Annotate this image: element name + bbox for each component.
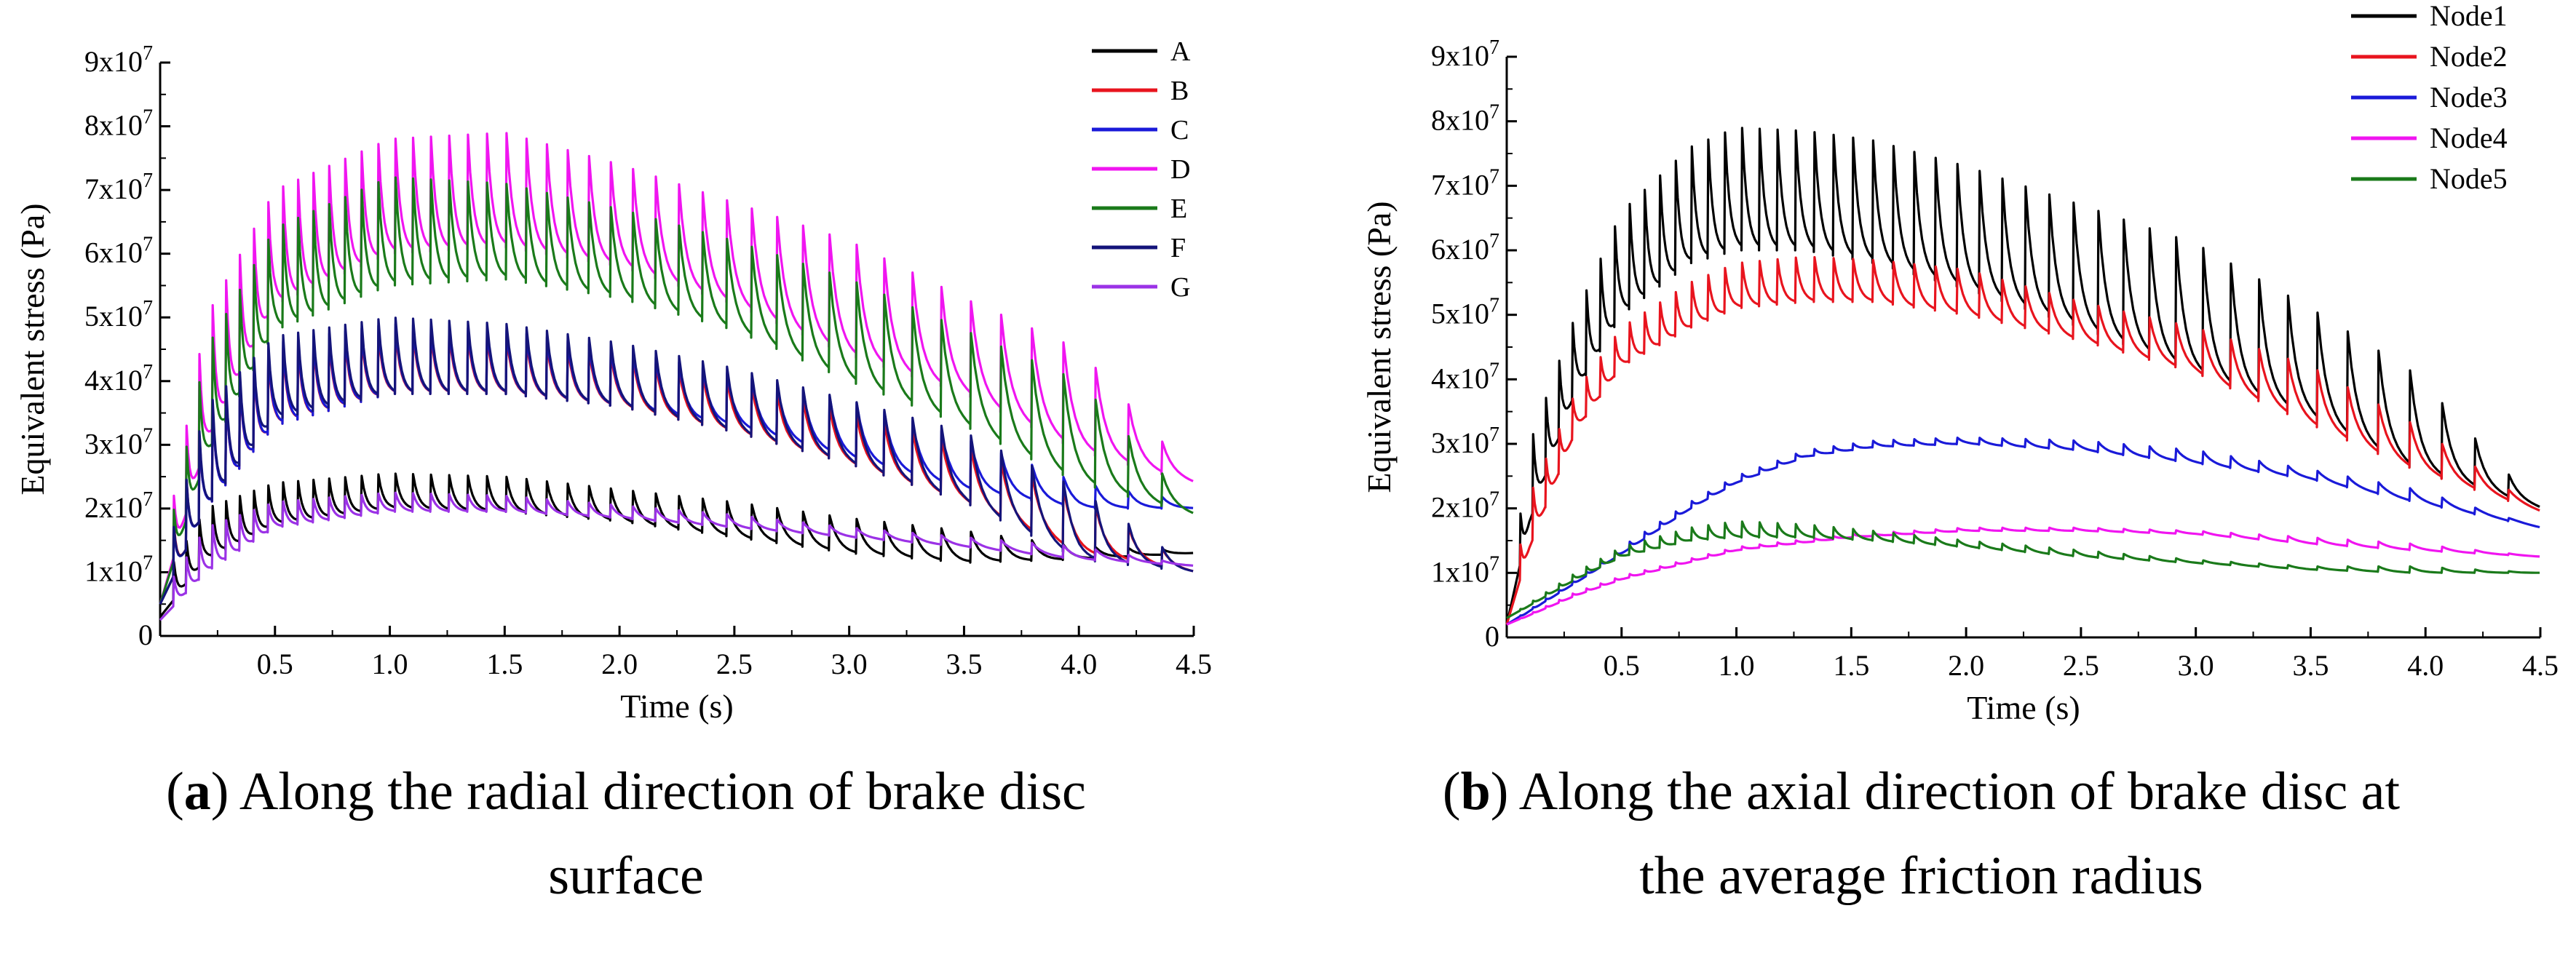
y-tick-label: 6x107 [84,234,153,269]
legend-label-b: B [1170,76,1189,106]
legend-label-e: E [1170,194,1187,224]
series-line-node1 [1505,127,2540,625]
series-line-node2 [1505,255,2540,625]
x-axis-label: Time (s) [1967,689,2080,726]
caption-a: (a) Along the radial direction of brake … [0,749,1252,918]
y-tick-label: 4x107 [1431,359,1499,394]
y-tick-label: 8x107 [84,106,153,142]
y-tick-label: 9x107 [84,42,153,78]
legend-label-node5: Node5 [2430,162,2508,195]
y-tick-label: 6x107 [1431,230,1499,266]
legend-label-a: A [1170,36,1191,67]
caption-a-line1: Along the radial direction of brake disc [239,762,1086,821]
y-tick-label: 1x107 [1431,552,1499,588]
y-tick-label: 7x107 [84,170,153,205]
x-tick-label: 0.5 [257,648,293,680]
panel-a: 0 1x107 2x107 3x107 4x107 5x107 6x107 7x107 8x10… [0,0,1252,959]
x-tick-label: 2.0 [1948,649,1984,682]
caption-b-letter: b [1460,762,1491,821]
x-tick-label: 2.0 [601,648,638,680]
caption-b-line2: the average friction radius [1639,846,2203,906]
caption-a-line2: surface [548,846,704,906]
y-tick-label: 5x107 [84,297,153,333]
x-tick-label: 4.0 [1061,648,1097,680]
legend-label-c: C [1170,115,1189,146]
y-tick-label: 0 [1485,620,1499,653]
y-tick-label: 9x107 [1431,36,1499,72]
chart-a: 0 1x107 2x107 3x107 4x107 5x107 6x107 7x107 8x10… [14,36,1212,725]
y-tick-label: 2x107 [1431,488,1499,524]
x-tick-label: 3.0 [2178,649,2214,682]
legend-label-f: F [1170,233,1186,263]
series-line-e [159,176,1194,605]
legend-label-node1: Node1 [2430,0,2508,32]
x-tick-label: 3.5 [946,648,982,680]
y-tick-label: 4x107 [84,361,153,397]
x-tick-label: 4.5 [2522,649,2559,682]
x-tick-label: 4.5 [1176,648,1212,680]
y-tick-label: 1x107 [84,552,153,587]
series-line-node3 [1506,437,2540,626]
x-tick-label: 2.5 [2063,649,2099,682]
legend-label-node4: Node4 [2430,122,2508,154]
y-axis-label: Equivalent stress (Pa) [1360,201,1398,493]
legend-label-node2: Node2 [2430,40,2508,73]
series-line-g [159,491,1194,621]
y-tick-label: 2x107 [84,488,153,524]
caption-b-line1: Along the axial direction of brake disc … [1518,762,2401,821]
y-tick-label: 0 [138,618,153,651]
series-line-f [159,317,1194,605]
legend-label-node3: Node3 [2430,81,2508,114]
chart-b: 0 1x107 2x107 3x107 4x107 5x107 6x107 7x107 8x10… [1360,0,2559,726]
x-tick-label: 1.0 [1719,649,1755,682]
y-tick-label: 8x107 [1431,101,1499,137]
x-axis-label: Time (s) [620,688,734,725]
x-tick-label: 2.5 [716,648,753,680]
x-tick-label: 3.5 [2292,649,2329,682]
series-line-c [159,322,1194,605]
x-tick-label: 3.0 [831,648,868,680]
caption-b: (b) Along the axial direction of brake d… [1267,749,2576,918]
x-tick-label: 0.5 [1604,649,1640,682]
y-tick-label: 3x107 [84,424,153,460]
series-line-node4 [1506,526,2540,626]
y-tick-label: 3x107 [1431,423,1499,459]
series-line-node5 [1506,520,2540,619]
caption-a-letter: a [183,762,211,821]
panel-b: 0 1x107 2x107 3x107 4x107 5x107 6x107 7x107 8x10… [1267,0,2576,959]
x-tick-label: 4.0 [2407,649,2444,682]
y-tick-label: 7x107 [1431,165,1499,201]
x-tick-label: 1.5 [486,648,523,680]
legend-label-d: D [1170,154,1190,185]
x-tick-label: 1.5 [1833,649,1869,682]
y-tick-label: 5x107 [1431,295,1499,330]
y-axis-label: Equivalent stress (Pa) [14,203,51,495]
x-tick-label: 1.0 [372,648,408,680]
legend-label-g: G [1170,272,1190,303]
